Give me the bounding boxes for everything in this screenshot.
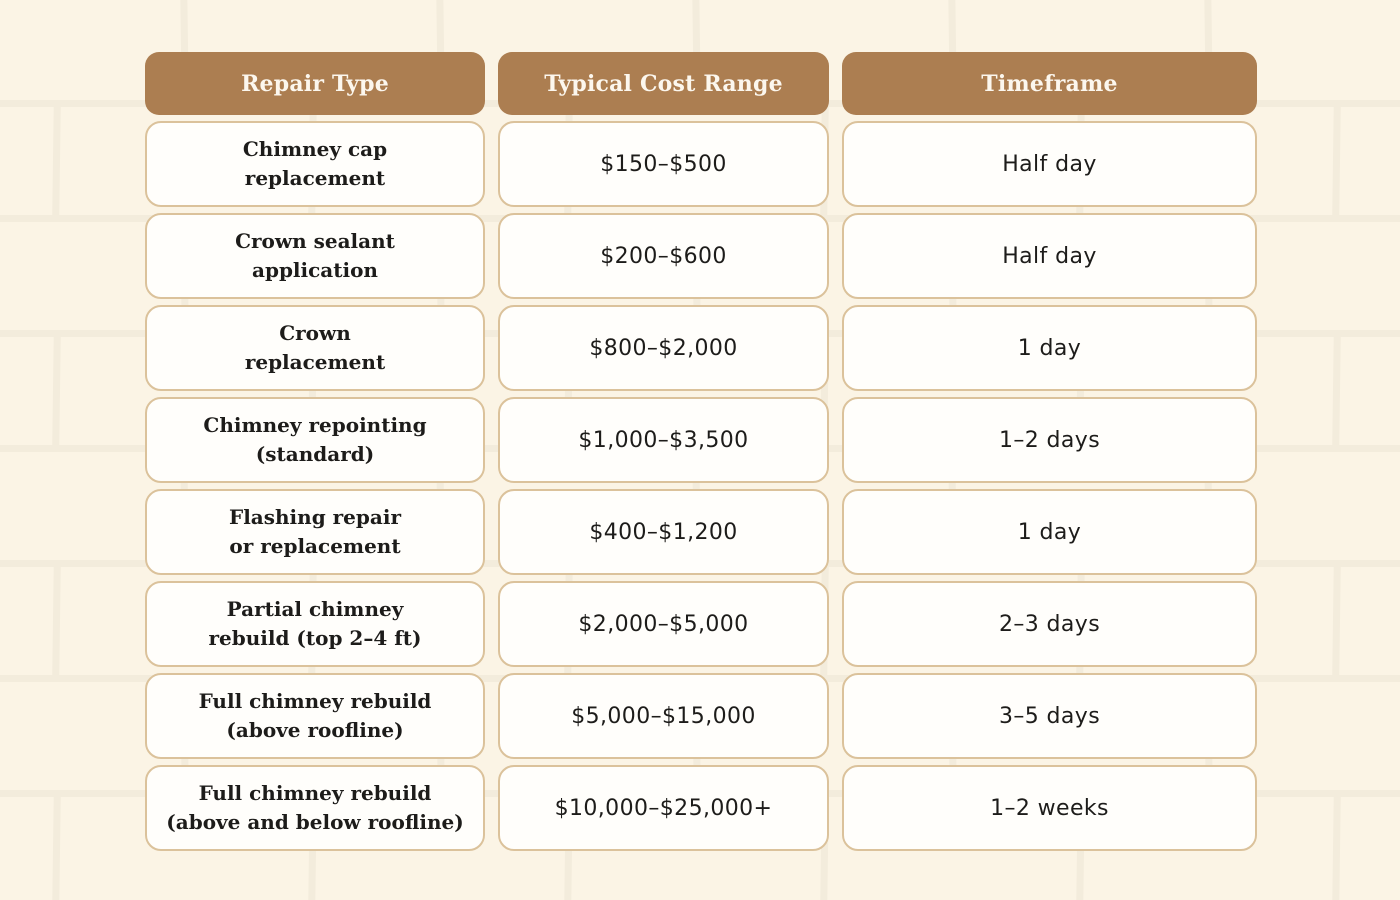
row-6-repair-type: Partial chimney rebuild (top 2–4 ft)	[145, 581, 485, 667]
row-7-repair-type: Full chimney rebuild (above roofline)	[145, 673, 485, 759]
header-typical-cost-range: Typical Cost Range	[498, 52, 829, 115]
header-repair-type: Repair Type	[145, 52, 485, 115]
row-7-timeframe: 3–5 days	[842, 673, 1257, 759]
row-3-cost-range: $800–$2,000	[498, 305, 829, 391]
row-7-cost-range: $5,000–$15,000	[498, 673, 829, 759]
row-4-timeframe: 1–2 days	[842, 397, 1257, 483]
row-2-timeframe: Half day	[842, 213, 1257, 299]
header-timeframe: Timeframe	[842, 52, 1257, 115]
row-4-cost-range: $1,000–$3,500	[498, 397, 829, 483]
row-5-repair-type: Flashing repair or replacement	[145, 489, 485, 575]
row-6-timeframe: 2–3 days	[842, 581, 1257, 667]
row-2-cost-range: $200–$600	[498, 213, 829, 299]
row-1-timeframe: Half day	[842, 121, 1257, 207]
row-3-timeframe: 1 day	[842, 305, 1257, 391]
row-2-repair-type: Crown sealant application	[145, 213, 485, 299]
row-8-cost-range: $10,000–$25,000+	[498, 765, 829, 851]
row-5-cost-range: $400–$1,200	[498, 489, 829, 575]
row-5-timeframe: 1 day	[842, 489, 1257, 575]
row-8-timeframe: 1–2 weeks	[842, 765, 1257, 851]
row-8-repair-type: Full chimney rebuild (above and below ro…	[145, 765, 485, 851]
row-3-repair-type: Crown replacement	[145, 305, 485, 391]
row-4-repair-type: Chimney repointing (standard)	[145, 397, 485, 483]
repair-cost-table: Repair Type Typical Cost Range Timeframe…	[145, 52, 1257, 851]
row-1-cost-range: $150–$500	[498, 121, 829, 207]
row-1-repair-type: Chimney cap replacement	[145, 121, 485, 207]
row-6-cost-range: $2,000–$5,000	[498, 581, 829, 667]
